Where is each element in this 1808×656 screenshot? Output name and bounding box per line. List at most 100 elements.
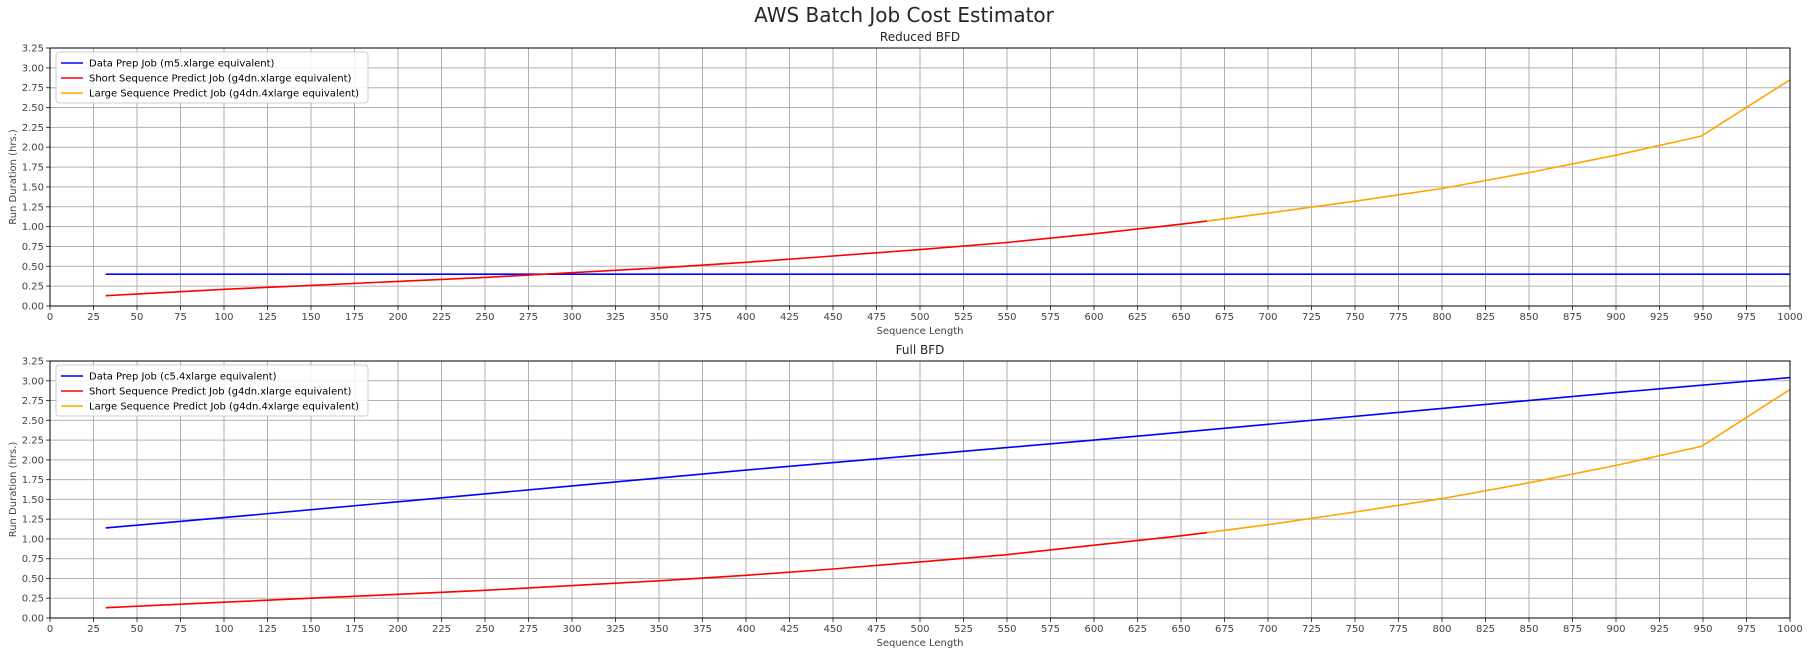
x-tick-label: 150 [301,624,320,635]
x-tick-label: 375 [693,624,712,635]
legend-entry: Large Sequence Predict Job (g4dn.4xlarge… [89,89,359,100]
x-tick-label: 450 [823,312,842,323]
x-tick-label: 925 [1650,312,1669,323]
x-tick-label: 975 [1737,624,1756,635]
x-tick-label: 325 [606,624,625,635]
x-tick-label: 350 [649,624,668,635]
legend-entry: Short Sequence Predict Job (g4dn.xlarge … [89,387,352,398]
chart-panel: Full BFD 0 25 50 75 100 125 150 175 200 225 250 275 3… [8,343,1803,649]
x-tick-label: 275 [519,312,538,323]
x-tick-label: 350 [649,312,668,323]
x-tick-label: 425 [780,624,799,635]
x-tick-label: 100 [214,624,233,635]
x-tick-label: 600 [1084,624,1103,635]
x-tick-label: 0 [47,624,53,635]
x-tick-label: 175 [345,312,364,323]
y-tick-label: 1.50 [22,182,44,193]
x-tick-label: 575 [1041,312,1060,323]
x-tick-label: 875 [1563,312,1582,323]
legend: Data Prep Job (m5.xlarge equivalent) Shor… [55,51,369,104]
x-tick-label: 725 [1302,312,1321,323]
y-axis-label: Run Duration (hrs.) [8,442,19,538]
x-tick-label: 50 [131,624,144,635]
chart-title: Full BFD [896,343,945,357]
x-tick-label: 475 [867,624,886,635]
x-tick-label: 550 [997,312,1016,323]
y-tick-label: 1.00 [22,222,44,233]
y-tick-label: 3.00 [22,63,44,74]
x-tick-label: 525 [954,624,973,635]
series-line [105,531,1208,609]
x-tick-label: 300 [562,624,581,635]
x-tick-label: 550 [997,624,1016,635]
x-tick-label: 800 [1432,624,1451,635]
x-tick-label: 450 [823,624,842,635]
y-tick-label: 1.75 [22,163,44,174]
x-tick-label: 200 [388,624,407,635]
y-tick-label: 2.00 [22,455,44,466]
x-tick-label: 850 [1519,312,1538,323]
legend-box [55,364,369,417]
plot-frame [49,47,1791,307]
x-tick-label: 975 [1737,312,1756,323]
x-tick-label: 875 [1563,624,1582,635]
y-tick-label: 0.25 [22,594,44,605]
x-tick-label: 850 [1519,624,1538,635]
y-tick-label: 2.25 [22,123,44,134]
legend-entry: Data Prep Job (c5.4xlarge equivalent) [89,372,277,383]
legend: Data Prep Job (c5.4xlarge equivalent) Sho… [55,364,369,417]
x-tick-label: 225 [432,312,451,323]
x-tick-label: 775 [1389,312,1408,323]
x-tick-label: 400 [736,624,755,635]
x-tick-label: 100 [214,312,233,323]
series-line [105,376,1791,529]
x-tick-label: 650 [1171,312,1190,323]
chart-panel: Reduced BFD 0 25 50 75 100 125 150 175 200 225 250 2… [8,30,1803,337]
legend-entry: Large Sequence Predict Job (g4dn.4xlarge… [89,402,359,413]
x-tick-label: 625 [1128,624,1147,635]
x-tick-label: 500 [910,312,929,323]
y-tick-label: 3.25 [22,44,44,55]
x-tick-label: 75 [174,624,187,635]
y-tick-label: 1.75 [22,475,44,486]
chart-title: Reduced BFD [880,30,960,44]
y-tick-label: 3.00 [22,376,44,387]
y-tick-label: 1.25 [22,202,44,213]
y-tick-label: 2.50 [22,103,44,114]
x-tick-label: 700 [1258,624,1277,635]
x-tick-label: 1000 [1777,624,1802,635]
y-tick-label: 0.75 [22,554,44,565]
x-tick-label: 825 [1476,312,1495,323]
plot-frame [49,360,1791,619]
y-tick-label: 0.00 [22,302,44,313]
x-tick-label: 500 [910,624,929,635]
x-tick-label: 50 [131,312,144,323]
series-line [1206,79,1791,222]
x-tick-label: 475 [867,312,886,323]
x-tick-label: 800 [1432,312,1451,323]
x-tick-label: 950 [1693,624,1712,635]
x-tick-label: 75 [174,312,187,323]
x-tick-label: 25 [87,312,100,323]
x-axis-label: Sequence Length [877,326,964,337]
y-tick-label: 1.00 [22,534,44,545]
x-tick-label: 325 [606,312,625,323]
x-tick-label: 750 [1345,312,1364,323]
x-tick-label: 825 [1476,624,1495,635]
x-tick-label: 900 [1606,624,1625,635]
x-tick-label: 175 [345,624,364,635]
legend-box [55,51,369,104]
x-tick-label: 900 [1606,312,1625,323]
y-axis-label: Run Duration (hrs.) [8,129,19,225]
x-tick-label: 750 [1345,624,1364,635]
x-axis-label: Sequence Length [877,638,964,649]
x-tick-label: 125 [258,312,277,323]
y-tick-label: 0.50 [22,574,44,585]
x-tick-label: 125 [258,624,277,635]
x-tick-label: 400 [736,312,755,323]
x-tick-label: 225 [432,624,451,635]
y-tick-label: 0.00 [22,614,44,625]
y-tick-label: 0.25 [22,282,44,293]
x-tick-label: 775 [1389,624,1408,635]
x-tick-label: 525 [954,312,973,323]
